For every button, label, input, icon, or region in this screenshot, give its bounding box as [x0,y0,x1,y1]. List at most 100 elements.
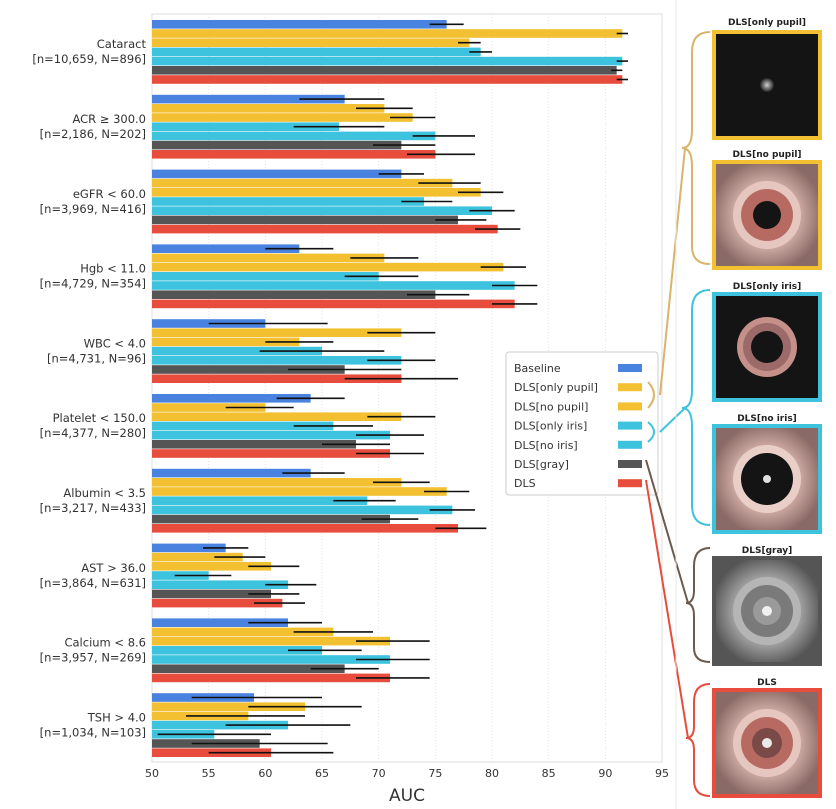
legend-bracket-cyan [647,421,655,443]
bar [152,94,345,104]
eye-thumbnail-only-pupil [712,30,822,140]
category-counts: [n=4,731, N=96] [47,351,146,365]
bar [152,421,334,431]
legend-swatch [618,479,642,488]
bar [152,514,390,524]
bar [152,47,481,57]
bar [152,337,300,347]
eye-thumbnail-only-iris [712,292,822,402]
bar [152,524,458,533]
bar [152,356,402,365]
thumbnail-title: DLS[gray] [741,546,793,556]
bar [152,673,390,683]
legend-bracket-gold [647,381,655,409]
category-label: AST > 36.0 [81,561,146,575]
bar [152,224,498,234]
bar [152,636,390,646]
bar [152,131,436,141]
bar [152,281,515,290]
bar [152,487,447,496]
thumb-bracket-gray [685,547,711,663]
bar [152,627,334,637]
x-axis-label: AUC [389,786,425,806]
bar [152,38,470,47]
bar [152,496,368,505]
legend-swatch [618,440,642,449]
legend-label: DLS[no iris] [514,439,578,452]
bar [152,215,458,225]
x-tick-label: 75 [428,767,442,780]
category-label: Platelet < 150.0 [53,411,146,425]
bar [152,589,271,599]
thumb-bracket-cyan [681,289,711,526]
category-counts: [n=3,864, N=631] [40,576,146,590]
bar [152,122,339,131]
bar [152,150,436,159]
bar [152,188,481,197]
bar [152,140,402,150]
x-tick-label: 50 [145,767,159,780]
bar [152,253,385,263]
x-tick-label: 90 [598,767,612,780]
category-label: Albumin < 3.5 [63,486,146,500]
bar [152,20,447,29]
legend-swatch [618,460,642,468]
x-tick-label: 60 [258,767,272,780]
bar [152,598,283,608]
connector-gold [659,147,686,396]
connector-gray [645,459,689,604]
x-tick-label: 95 [655,767,669,780]
legend-label: Baseline [514,362,561,375]
bar [152,104,385,113]
legend-label: DLS [514,477,536,490]
bar [152,655,390,664]
legend-swatch [618,402,642,411]
bar [152,365,345,374]
bar [152,75,623,84]
bar [152,290,436,299]
bar [152,552,243,562]
bar [152,618,288,627]
bar [152,328,402,337]
category-counts: [n=3,217, N=433] [40,501,146,515]
connector-red [645,479,689,739]
connector-cyan [659,407,686,433]
category-label: Calcium < 8.6 [64,636,146,650]
bar [152,449,390,458]
eye-thumbnail-gray [712,556,822,666]
x-tick-label: 70 [372,767,386,780]
bar [152,66,617,75]
bar [152,272,379,281]
eye-thumbnail-full [712,688,822,798]
legend-swatch [618,421,642,430]
bar [152,113,413,122]
category-counts: [n=10,659, N=896] [32,52,146,66]
thumbnail-title: DLS[only pupil] [727,18,807,28]
legend-swatch [618,364,642,372]
bar [152,505,453,515]
legend-swatch [618,383,642,392]
category-label: TSH > 4.0 [87,710,146,724]
ablation-thumbnails: DLS[only pupil] DLS[no pupil] DLS[only iri… [705,0,836,809]
category-label: eGFR < 60.0 [73,187,146,201]
bar [152,543,226,553]
bar [152,29,623,38]
bar [152,169,402,179]
bar [152,702,305,711]
category-counts: [n=3,969, N=416] [40,202,146,216]
bar [152,720,288,730]
legend-label: DLS[only pupil] [514,381,598,394]
thumbnail-title: DLS [757,678,777,688]
thumbnail-title: DLS[only iris] [732,282,802,292]
bar [152,346,322,356]
bar [152,478,402,487]
legend-label: DLS[only iris] [514,420,587,433]
category-counts: [n=2,186, N=202] [40,127,146,141]
bar [152,197,424,206]
bar [152,374,402,383]
legend-label: DLS[no pupil] [514,400,588,413]
thumb-bracket-red [685,683,711,797]
x-tick-label: 55 [202,767,216,780]
bar [152,664,345,673]
